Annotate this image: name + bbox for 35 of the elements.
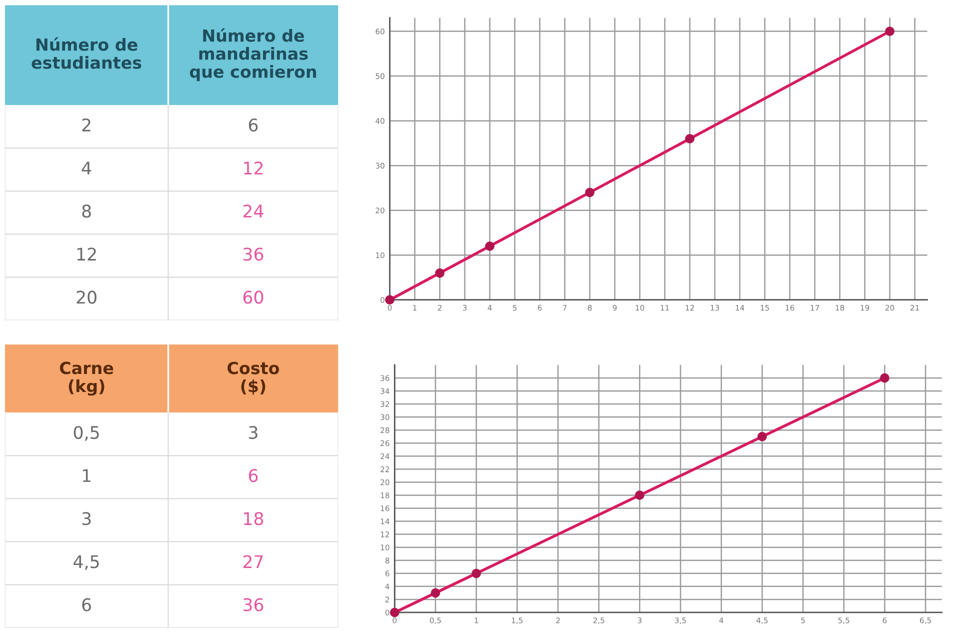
point bbox=[685, 134, 694, 144]
point bbox=[430, 588, 440, 598]
text: 1 bbox=[82, 469, 90, 482]
text: 27 bbox=[243, 555, 263, 568]
point bbox=[757, 432, 767, 442]
text: 3 bbox=[249, 426, 258, 440]
point bbox=[485, 241, 494, 251]
text: 4 bbox=[82, 162, 92, 174]
text: 12 bbox=[77, 248, 96, 260]
text: 18 bbox=[244, 512, 264, 526]
point bbox=[472, 568, 481, 578]
text: 4,5 bbox=[74, 555, 99, 570]
text: 24 bbox=[243, 204, 264, 218]
point bbox=[634, 490, 644, 500]
point bbox=[435, 268, 444, 278]
text: 36 bbox=[244, 598, 264, 612]
text: 3 bbox=[82, 512, 91, 526]
point bbox=[585, 188, 594, 198]
text: 12 bbox=[244, 162, 263, 174]
text: 0,5 bbox=[74, 426, 99, 441]
text: Costo ($) bbox=[228, 362, 280, 395]
point bbox=[390, 608, 400, 618]
text: 60 bbox=[243, 290, 264, 304]
point bbox=[885, 26, 894, 36]
text: 2 bbox=[82, 118, 90, 132]
text: 6 bbox=[248, 118, 258, 132]
text: 8 bbox=[82, 204, 91, 218]
text: Número de estudiantes bbox=[32, 37, 142, 69]
point bbox=[385, 295, 394, 305]
text: 6 bbox=[248, 468, 258, 482]
point bbox=[880, 373, 890, 383]
text: Número de mandarinas que comieron bbox=[190, 28, 316, 82]
text: Carne (kg) bbox=[60, 362, 114, 396]
text: 36 bbox=[244, 248, 264, 261]
text: 6 bbox=[82, 598, 91, 612]
